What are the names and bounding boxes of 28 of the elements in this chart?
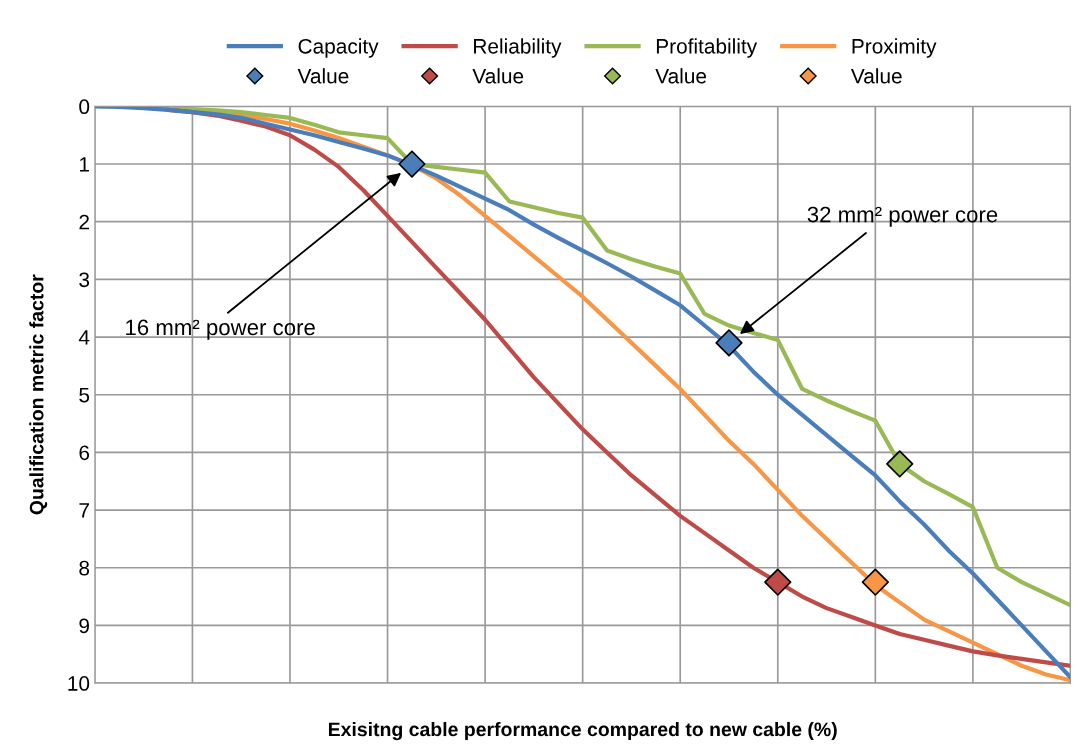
y-tick-label: 2 (79, 214, 89, 230)
y-tick-label: 0 (79, 99, 90, 115)
annotation: 32 mm² power core (807, 206, 998, 227)
point (715, 329, 743, 357)
y-tick-label: 1 (80, 157, 89, 172)
x-axis-title: Exisitng cable performance compared to new cable (%) (328, 721, 837, 741)
y-tick-label: 4 (78, 330, 90, 345)
point (861, 568, 889, 596)
legend-label: Value (297, 68, 349, 84)
y-tick-label: 6 (79, 445, 90, 461)
y-tick-label: 9 (79, 618, 90, 634)
legend-label: Capacity (298, 38, 379, 58)
y-tick-label: 8 (79, 560, 90, 576)
point (886, 450, 914, 478)
legend-label: Value (472, 68, 524, 84)
legend-label: Value (655, 68, 707, 84)
y-tick-label: 3 (79, 272, 90, 288)
y-tick-label: 5 (79, 387, 90, 403)
legend-label: Profitability (656, 38, 758, 58)
legend-label: Value (850, 68, 902, 84)
y-tick-label: 10 (68, 676, 90, 691)
annotation: 16 mm² power core (126, 319, 315, 340)
legend-label: Proximity (852, 38, 937, 58)
point (398, 150, 426, 178)
y-axis-title: Qualification metric factor (29, 274, 48, 515)
legend-label: Reliability (474, 38, 562, 58)
point (764, 568, 792, 596)
y-tick-label: 7 (79, 503, 89, 518)
